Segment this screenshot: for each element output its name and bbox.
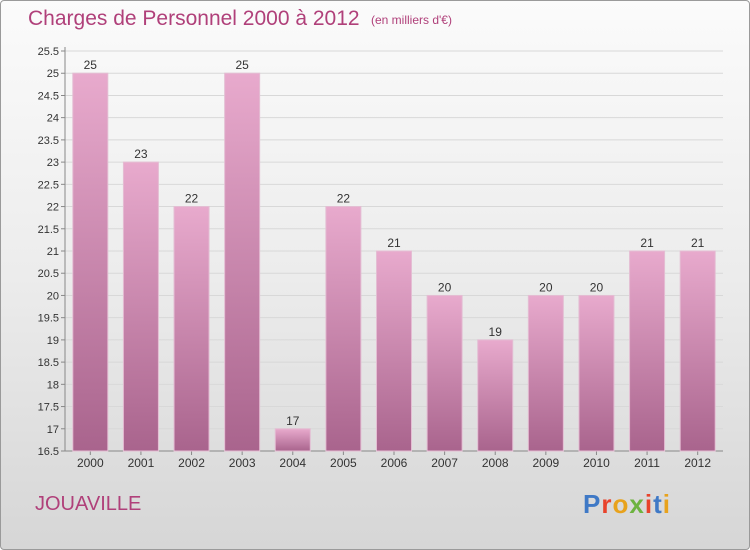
x-tick-label: 2002 — [178, 456, 205, 470]
x-tick-label: 2003 — [229, 456, 256, 470]
chart-title: Charges de Personnel 2000 à 2012 — [28, 7, 360, 30]
y-tick-label: 21 — [47, 246, 59, 258]
y-tick-label: 25.5 — [38, 46, 59, 58]
bar — [173, 206, 210, 452]
y-tick-labels: 16.5 17 17.5 18 18.5 19 19.5 20 20.5 21 21.5 22 22.5… — [38, 46, 59, 458]
x-tick-label: 2008 — [482, 456, 509, 470]
bar — [274, 428, 311, 452]
data-label: 21 — [640, 236, 654, 250]
bar — [325, 206, 362, 452]
data-label: 23 — [134, 147, 148, 161]
logo-letter: x — [629, 489, 645, 519]
y-tick-label: 20.5 — [38, 268, 59, 280]
data-label: 22 — [337, 192, 351, 206]
y-tick-label: 22 — [47, 202, 59, 214]
data-label: 21 — [387, 236, 401, 250]
x-tick-label: 2006 — [381, 456, 408, 470]
bar — [426, 294, 463, 452]
logo-letter: i — [662, 489, 671, 519]
data-label: 22 — [185, 192, 199, 206]
y-tick-label: 24.5 — [38, 90, 59, 102]
x-tick-label: 2004 — [279, 456, 306, 470]
bar — [679, 250, 716, 452]
proxiti-logo: Proxiti — [583, 489, 671, 520]
y-tick-label: 23.5 — [38, 135, 59, 147]
x-tick-label: 2011 — [634, 456, 660, 470]
y-tick-label: 16.5 — [38, 446, 59, 458]
y-tick-label: 25 — [47, 68, 59, 80]
y-tick-label: 23 — [47, 157, 59, 169]
y-tick-label: 24 — [47, 113, 59, 125]
data-labels: 25 23 22 25 17 22 21 20 19 20 20 21 21 — [84, 58, 705, 428]
logo-letter: t — [653, 489, 663, 519]
y-tick-label: 20 — [47, 290, 59, 302]
bar — [629, 250, 666, 452]
data-label: 19 — [489, 325, 503, 339]
x-tick-label: 2009 — [532, 456, 559, 470]
y-tick-label: 19 — [47, 335, 59, 347]
data-label: 21 — [691, 236, 705, 250]
y-tick-label: 17.5 — [38, 402, 59, 414]
logo-letter: r — [601, 489, 613, 519]
bars — [72, 72, 716, 452]
y-tick-label: 19.5 — [38, 313, 59, 325]
x-tick-label: 2007 — [431, 456, 458, 470]
logo-letter: i — [644, 489, 654, 519]
x-tick-label: 2012 — [684, 456, 711, 470]
bar — [224, 72, 261, 452]
y-tick-label: 17 — [47, 424, 59, 436]
logo-letter: o — [612, 489, 630, 519]
y-tick-label: 18 — [47, 379, 59, 391]
chart-subtitle: (en milliers d'€) — [371, 13, 452, 27]
data-label: 25 — [235, 58, 249, 72]
bar — [72, 72, 109, 452]
data-label: 25 — [84, 58, 98, 72]
y-tick-label: 21.5 — [38, 224, 59, 236]
y-tick-label: 22.5 — [38, 179, 59, 191]
data-label: 17 — [286, 414, 300, 428]
x-tick-label: 2000 — [77, 456, 104, 470]
data-label: 20 — [590, 280, 604, 294]
data-label: 20 — [539, 280, 553, 294]
x-tick-labels: 2000 2001 2002 2003 2004 2005 2006 2007 2008 2009… — [77, 456, 711, 470]
bar — [376, 250, 412, 452]
bar — [527, 294, 564, 452]
bar — [578, 294, 615, 452]
x-tick-label: 2001 — [128, 456, 155, 470]
x-tick-label: 2005 — [330, 456, 357, 470]
commune-name: JOUAVILLE — [35, 493, 142, 515]
bar — [122, 161, 159, 452]
data-label: 20 — [438, 280, 452, 294]
x-tick-label: 2010 — [583, 456, 610, 470]
bar — [477, 339, 514, 452]
logo-letter: P — [583, 489, 602, 519]
y-tick-label: 18.5 — [38, 357, 59, 369]
